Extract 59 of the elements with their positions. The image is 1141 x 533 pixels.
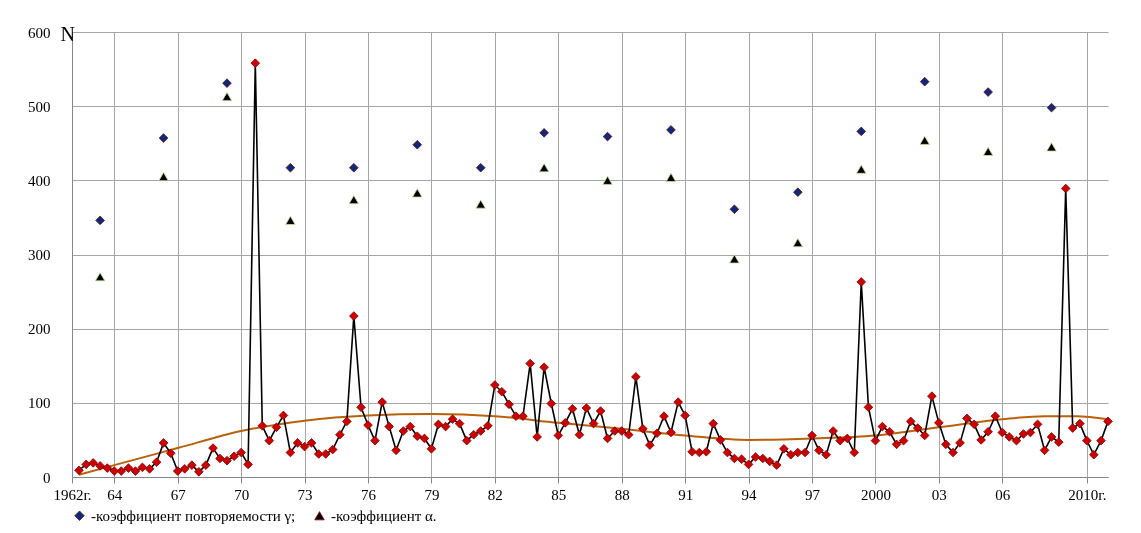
point xyxy=(539,128,549,138)
point xyxy=(793,187,803,197)
x-tick-label: 06 xyxy=(995,486,1011,503)
point xyxy=(475,163,486,173)
y-tick-label: 200 xyxy=(28,321,51,338)
point xyxy=(1046,102,1057,113)
x-tick-label: 2000 xyxy=(860,486,891,503)
point xyxy=(665,172,677,182)
point xyxy=(538,163,550,173)
point xyxy=(348,195,359,205)
point xyxy=(285,163,296,173)
x-tick-label: 76 xyxy=(361,486,377,503)
point xyxy=(285,215,296,225)
point xyxy=(792,238,803,248)
x-tick-label: 94 xyxy=(741,486,758,503)
x-tick-label: 85 xyxy=(551,486,567,503)
x-tick-label: 73 xyxy=(297,486,313,503)
point xyxy=(158,133,169,143)
y-tick-label: 300 xyxy=(28,247,51,263)
point xyxy=(95,215,105,226)
point xyxy=(412,188,423,198)
y-tick-label: 600 xyxy=(28,24,51,41)
x-tick-label: 2010г. xyxy=(1068,486,1107,503)
point xyxy=(412,140,422,150)
point xyxy=(919,76,930,87)
x-tick-label: 91 xyxy=(678,486,694,503)
point xyxy=(856,164,867,174)
point xyxy=(475,199,486,209)
point xyxy=(982,146,994,156)
point xyxy=(158,172,169,182)
point xyxy=(221,92,233,102)
x-tick-label: 82 xyxy=(487,486,503,503)
y-tick-label: 100 xyxy=(28,395,51,412)
point xyxy=(94,272,106,282)
point xyxy=(919,135,930,145)
x-tick-label: 03 xyxy=(931,486,947,503)
y-tick-label: 400 xyxy=(28,172,51,189)
point xyxy=(349,163,359,173)
point xyxy=(983,87,993,97)
point xyxy=(666,125,676,135)
x-tick-label: 1962г. xyxy=(53,486,92,503)
point xyxy=(856,126,866,137)
point xyxy=(602,175,613,185)
point xyxy=(729,254,740,264)
x-tick-label: 88 xyxy=(614,486,630,503)
y-tick-label: 500 xyxy=(28,98,51,115)
y-tick-label: 0 xyxy=(43,469,51,486)
legend-label: -коэффициент повторяемости γ; xyxy=(91,507,296,524)
legend-label: -коэффициент α. xyxy=(331,507,437,524)
point xyxy=(602,131,613,142)
point xyxy=(729,204,740,214)
x-tick-label: 64 xyxy=(107,486,123,503)
x-tick-label: 97 xyxy=(805,486,821,503)
point xyxy=(222,78,232,88)
x-tick-label: 70 xyxy=(234,486,250,503)
x-tick-label: 79 xyxy=(424,486,440,503)
y-axis-title: N xyxy=(60,22,75,45)
x-tick-label: 67 xyxy=(170,486,187,503)
point xyxy=(1046,142,1057,152)
